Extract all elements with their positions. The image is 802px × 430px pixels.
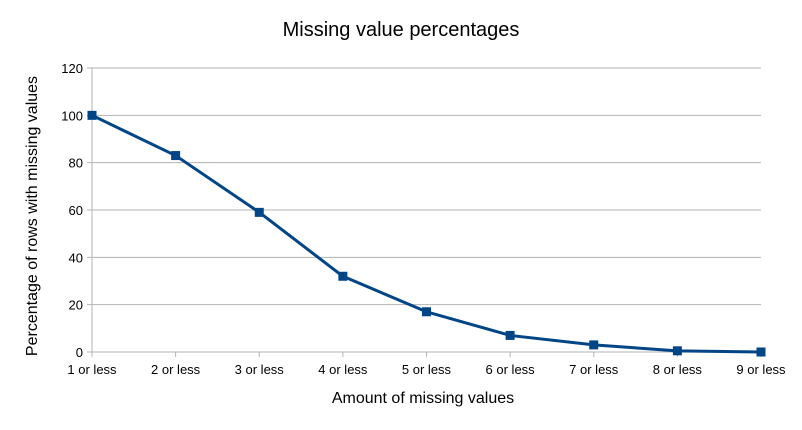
x-tick-label: 5 or less — [402, 362, 452, 377]
data-point-marker — [338, 271, 348, 281]
x-tick-label: 9 or less — [736, 362, 786, 377]
data-point-marker — [672, 346, 682, 356]
x-tick-label: 1 or less — [67, 362, 117, 377]
y-axis-title: Percentage of rows with missing values — [24, 75, 41, 357]
y-tick-label: 100 — [61, 108, 83, 123]
x-tick-label: 4 or less — [318, 362, 368, 377]
data-point-marker — [171, 151, 181, 161]
y-tick-label: 40 — [69, 250, 83, 265]
y-tick-label: 60 — [69, 203, 83, 218]
data-point-marker — [589, 340, 599, 350]
x-tick-label: 7 or less — [569, 362, 619, 377]
series-line — [91, 113, 762, 354]
x-tick-label: 3 or less — [235, 362, 285, 377]
y-tick-label: 120 — [61, 61, 83, 76]
data-point-marker — [505, 330, 515, 340]
data-point-marker — [254, 207, 264, 217]
y-tick-label: 80 — [69, 156, 83, 171]
x-tick-label: 6 or less — [486, 362, 536, 377]
data-point-marker — [756, 347, 766, 357]
x-tick-label: 8 or less — [653, 362, 703, 377]
x-tick-label: 2 or less — [151, 362, 201, 377]
data-point-marker — [422, 307, 431, 317]
x-axis-title: Amount of missing values — [331, 390, 515, 407]
y-tick-label: 0 — [76, 345, 83, 360]
data-point-marker — [87, 110, 97, 120]
chart-title: Missing value percentages — [282, 19, 520, 41]
y-tick-label: 20 — [69, 298, 83, 313]
